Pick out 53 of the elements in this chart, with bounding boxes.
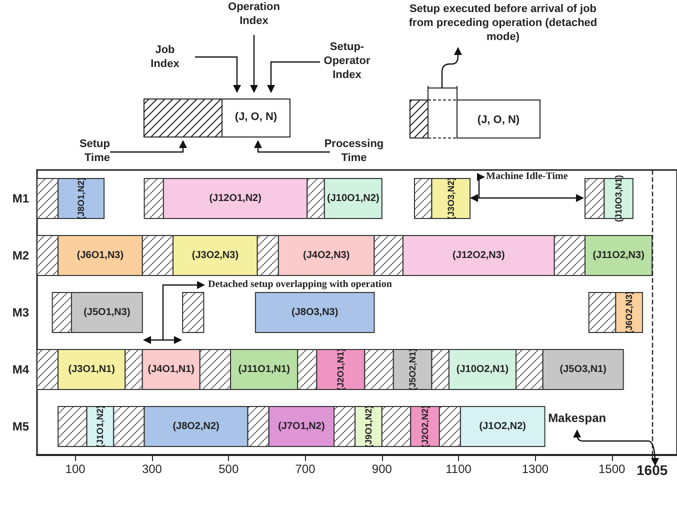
data-label: (J12O2,N3) (452, 250, 505, 261)
data-label: (J1O2,N2) (479, 421, 526, 432)
data-label: (J8O2,N2) (172, 421, 220, 432)
data-label: (J5O2,N1) (408, 348, 418, 391)
data-label: (J11O2,N3) (592, 250, 644, 261)
data-label: (J8O3,N3) (292, 307, 338, 318)
data-label: (J10O2,N1) (456, 364, 509, 375)
data-label: (J4O2,N3) (303, 250, 350, 261)
data-label: (J2O2,N2) (420, 405, 430, 448)
x-tick-label: 700 (295, 462, 316, 476)
text: Operation Index (227, 0, 281, 28)
data-label: (J2O1,N1) (336, 348, 346, 391)
text: Job Index (150, 43, 180, 71)
data-label: (J6O2,N3) (624, 291, 634, 334)
data-label: (J5O3,N1) (560, 364, 606, 375)
data-label: (J3O1,N1) (68, 364, 115, 375)
text: Setup executed before arrival of job from preceding operation (detached mode) (408, 2, 598, 44)
y-tick-label: M3 (12, 306, 30, 320)
data-label: (J9O1,N2) (363, 405, 374, 448)
data-label: (J3O2,N3) (192, 250, 239, 261)
data-label: (J4O1,N1) (148, 364, 194, 375)
ref-line-label: Makespan (547, 410, 608, 424)
data-label: (J7O1,N2) (278, 421, 325, 432)
data-label: (J6O1,N3) (76, 250, 124, 261)
text: Setup-Operator Index (322, 40, 372, 82)
x-tick-label: 500 (218, 462, 239, 476)
y-tick-label: M4 (12, 362, 30, 376)
data-label: (J11O1,N1) (238, 364, 290, 375)
annotation: Machine Idle-Time (486, 171, 569, 183)
x-tick-label: 1605 (636, 462, 668, 478)
data-label: (J8O1,N2) (76, 177, 86, 220)
y-tick-label: M1 (12, 192, 30, 206)
text: Processing Time (323, 137, 385, 165)
x-tick-label: 300 (142, 462, 162, 476)
data-label: (J3O3,N2) (446, 177, 456, 220)
text: Setup Time (78, 137, 110, 165)
annotation: Detached setup overlapping with operation (208, 279, 393, 291)
y-tick-label: M2 (12, 248, 30, 262)
data-label: (J10O3,N1) (614, 174, 624, 222)
data-label: (J10O1,N2) (327, 193, 380, 204)
bar (254, 292, 375, 333)
x-tick-label: 1100 (446, 462, 472, 476)
data-label: (J12O1,N2) (209, 193, 262, 204)
text: (J, O, N) (234, 110, 278, 124)
data-label: (J1O1,N2) (95, 405, 106, 448)
bar (182, 292, 204, 333)
x-tick-label: 100 (65, 462, 86, 476)
y-tick-label: M5 (12, 420, 30, 434)
x-tick-label: 1500 (598, 462, 626, 476)
x-tick-label: 1300 (522, 462, 549, 476)
text: (J, O, N) (476, 113, 521, 127)
x-tick-label: 900 (372, 462, 392, 476)
data-label: (J5O1,N3) (84, 307, 130, 318)
